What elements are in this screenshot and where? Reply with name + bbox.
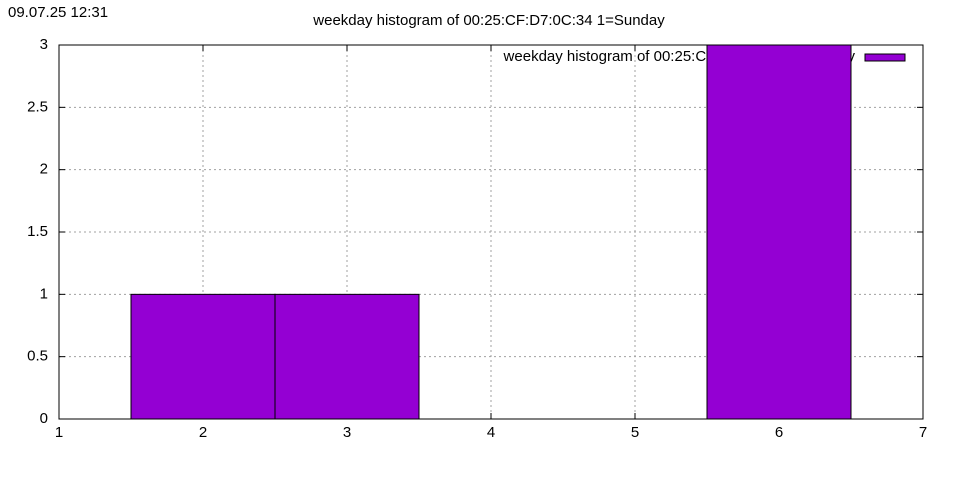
bar: [274, 293, 420, 420]
x-tick-label: 3: [343, 424, 351, 441]
x-tick-label: 6: [775, 424, 783, 441]
x-tick-label: 1: [55, 424, 63, 441]
y-tick-label: 3: [40, 36, 48, 53]
y-tick-label: 2: [40, 161, 48, 178]
x-tick-label: 2: [199, 424, 207, 441]
x-tick-label: 4: [487, 424, 495, 441]
y-tick-label: 1: [40, 285, 48, 302]
y-tick-label: 0: [40, 410, 48, 427]
plot-frame: [58, 44, 924, 420]
x-tick-label: 5: [631, 424, 639, 441]
y-tick-label: 1.5: [27, 223, 48, 240]
y-tick-label: 0.5: [27, 348, 48, 365]
x-tick-label: 7: [919, 424, 927, 441]
timestamp: 09.07.25 12:31: [8, 4, 108, 21]
chart-title: weekday histogram of 00:25:CF:D7:0C:34 1…: [312, 12, 665, 29]
legend-key: [864, 53, 906, 62]
bar: [706, 44, 852, 420]
bar: [130, 293, 276, 420]
y-tick-label: 2.5: [27, 98, 48, 115]
